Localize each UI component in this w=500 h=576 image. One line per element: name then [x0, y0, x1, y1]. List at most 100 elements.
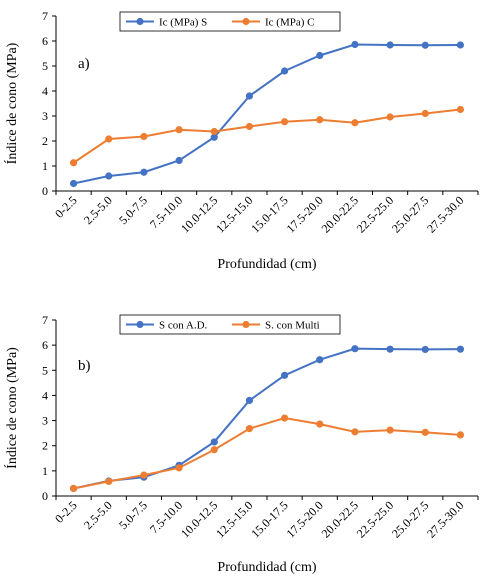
data-point [105, 477, 113, 486]
x-tick-label: 25.0-27.5 [389, 193, 431, 235]
data-point [386, 345, 394, 353]
x-tick-label: 27.5-30.0 [424, 498, 466, 540]
legend: Ic (MPa) S Ic (MPa) C [119, 11, 341, 32]
data-point [140, 168, 148, 176]
x-axis-title: Profundidad (cm) [217, 560, 316, 575]
y-tick-label: 1 [42, 159, 48, 173]
x-tick-label: 10.0-12.5 [178, 498, 220, 540]
x-tick-label: 2.5-5.0 [81, 498, 115, 532]
data-point [105, 172, 113, 180]
legend-entry-label: Ic (MPa) S [159, 17, 207, 29]
x-tick-label: 20.0-22.5 [319, 193, 361, 235]
series-line-1 [73, 347, 461, 490]
data-point [456, 41, 465, 49]
y-tick-label: 7 [42, 9, 48, 23]
data-point [245, 92, 254, 100]
y-tick-label: 3 [42, 109, 48, 123]
y-tick-label: 5 [42, 59, 48, 73]
data-point [280, 67, 289, 75]
data-point [351, 119, 359, 127]
y-tick-label: 6 [42, 338, 48, 352]
data-point [351, 345, 359, 353]
legend-box [119, 11, 341, 32]
data-point [280, 118, 289, 126]
x-tick-label: 17.5-20.0 [283, 498, 325, 540]
data-point [316, 116, 324, 124]
y-tick-label: 2 [42, 439, 48, 453]
x-tick-label: 0-2.5 [52, 498, 80, 526]
x-tick-label: 22.5-25.0 [354, 193, 396, 235]
data-point [69, 179, 78, 188]
y-tick-label: 5 [42, 363, 48, 377]
data-point [210, 133, 218, 141]
data-point [456, 431, 465, 439]
x-tick-label: 10.0-12.5 [178, 193, 220, 235]
legend-swatch-marker [242, 17, 250, 26]
data-point [386, 113, 394, 121]
data-point [210, 438, 218, 446]
data-point [280, 414, 289, 422]
data-point [245, 425, 254, 433]
x-tick-label: 12.5-15.0 [213, 498, 255, 540]
y-tick-label: 0 [42, 184, 48, 198]
data-point [210, 127, 218, 136]
y-tick-label: 2 [42, 134, 48, 148]
data-point [386, 426, 394, 434]
legend-swatch-marker [242, 320, 250, 329]
data-point [280, 371, 289, 379]
y-tick-label: 7 [42, 313, 48, 327]
data-point [316, 420, 324, 428]
data-point [456, 345, 465, 353]
x-tick-label: 25.0-27.5 [389, 498, 431, 540]
x-tick-label: 2.5-5.0 [81, 193, 115, 227]
series-line-1 [73, 43, 461, 185]
data-point [105, 135, 113, 143]
x-tick-label: 12.5-15.0 [213, 193, 255, 235]
data-point [175, 126, 183, 134]
y-axis-title: Índice de cono (MPa) [3, 347, 20, 469]
x-tick-label: 22.5-25.0 [354, 498, 396, 540]
y-tick-label: 4 [42, 388, 48, 402]
data-point [421, 428, 429, 436]
series-line-2 [73, 417, 461, 490]
legend-box [119, 314, 341, 335]
panel-label: b) [78, 358, 91, 374]
data-point [351, 428, 359, 436]
x-tick-label: 15.0-17.5 [248, 193, 290, 235]
data-point [245, 396, 254, 405]
data-point [175, 156, 183, 165]
data-point [140, 132, 148, 141]
data-point [421, 345, 429, 354]
y-axis-title: Índice de cono (MPa) [3, 42, 20, 164]
data-point [69, 159, 78, 167]
y-tick-label: 0 [42, 489, 48, 503]
x-tick-label: 17.5-20.0 [283, 193, 325, 235]
data-point [175, 464, 183, 472]
x-tick-label: 5.0-7.5 [116, 498, 150, 532]
legend: S con A.D. S. con Multi [119, 314, 341, 335]
data-point [421, 41, 429, 49]
y-tick-label: 4 [42, 84, 48, 98]
y-tick-label: 1 [42, 464, 48, 478]
x-tick-label: 5.0-7.5 [116, 193, 150, 227]
data-point [456, 105, 465, 114]
legend-entry-label: S con A.D. [159, 320, 208, 332]
y-tick-label: 3 [42, 414, 48, 428]
x-tick-label: 15.0-17.5 [248, 498, 290, 540]
data-point [316, 356, 324, 364]
y-tick-label: 6 [42, 34, 48, 48]
series-line-2 [73, 108, 461, 164]
data-point [351, 40, 359, 49]
data-point [210, 446, 218, 454]
x-axis-title: Profundidad (cm) [217, 257, 316, 272]
x-tick-label: 27.5-30.0 [424, 193, 466, 235]
x-tick-label: 0-2.5 [52, 193, 80, 221]
data-point [316, 51, 324, 60]
legend-entry-label: S. con Multi [265, 320, 320, 332]
data-point [386, 41, 394, 49]
x-tick-label: 20.0-22.5 [319, 498, 361, 540]
data-point [69, 484, 78, 493]
